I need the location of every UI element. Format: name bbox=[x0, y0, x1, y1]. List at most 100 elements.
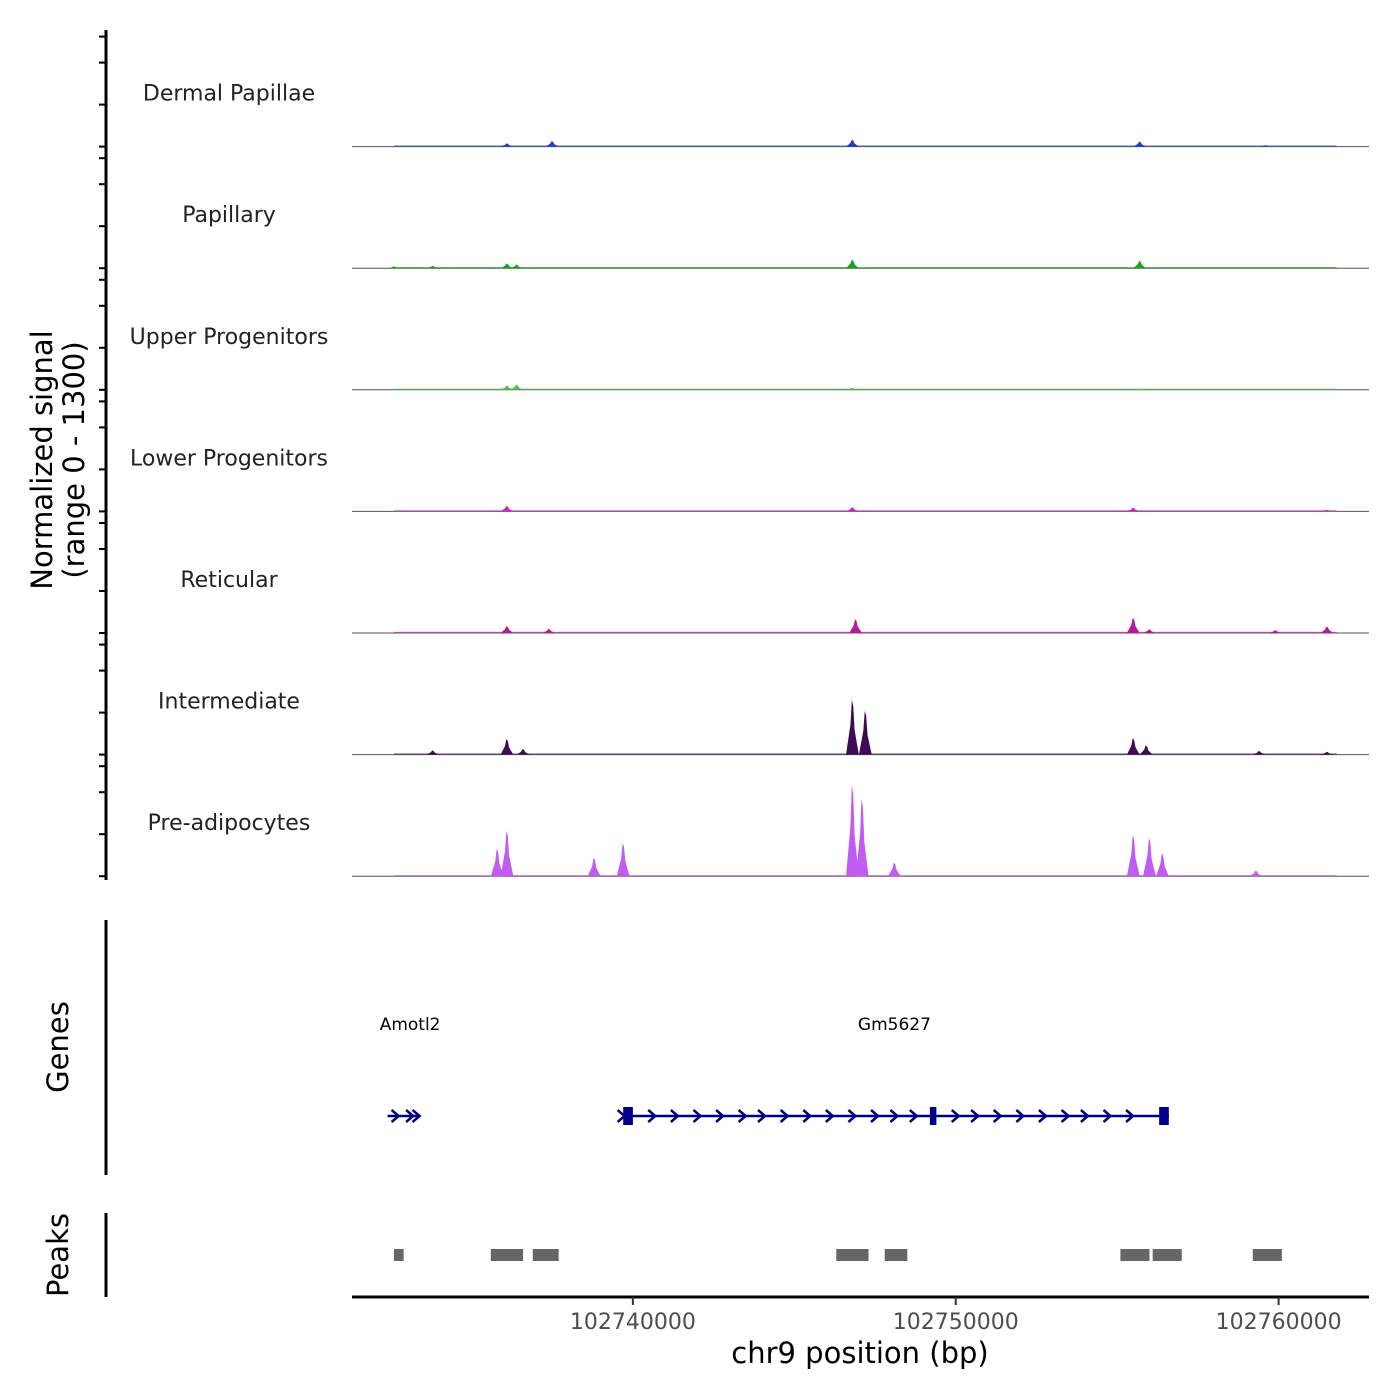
signal-peak bbox=[510, 384, 524, 390]
gene-label: Amotl2 bbox=[380, 1015, 441, 1035]
y-axis-title: Normalized signal bbox=[25, 330, 59, 589]
signal-peak bbox=[1259, 145, 1273, 147]
signal-floor bbox=[393, 145, 1337, 147]
strand-arrow bbox=[1060, 1109, 1071, 1123]
signal-peak bbox=[545, 141, 559, 147]
coverage-y-ticks bbox=[99, 35, 106, 878]
peak-region bbox=[884, 1249, 908, 1261]
signal-peak bbox=[888, 862, 901, 877]
signal-peak bbox=[846, 700, 859, 755]
signal-peak bbox=[490, 848, 504, 877]
signal-peak bbox=[1143, 629, 1156, 633]
signal-peak bbox=[846, 507, 859, 512]
strand-arrow bbox=[825, 1109, 835, 1123]
strand-arrow bbox=[779, 1109, 790, 1123]
peak-region bbox=[1152, 1249, 1182, 1261]
signal-peak bbox=[1320, 751, 1334, 755]
y-axis-title-group: Normalized signal (range 0 - 1300) bbox=[25, 330, 91, 589]
strand-arrow bbox=[715, 1109, 725, 1123]
strand-arrow bbox=[647, 1109, 658, 1123]
strand-arrow bbox=[1080, 1109, 1090, 1123]
signal-peak bbox=[587, 858, 601, 877]
track-upper-progenitors: Upper Progenitors bbox=[130, 325, 1369, 391]
signal-peak bbox=[1252, 750, 1266, 755]
signal-peak bbox=[846, 785, 859, 877]
exon bbox=[929, 1107, 937, 1125]
gene-amotl2: Amotl2 bbox=[380, 1015, 441, 1123]
strand-arrow bbox=[992, 1109, 1003, 1123]
signal-peak bbox=[855, 799, 869, 877]
x-axis-title: chr9 position (bp) bbox=[731, 1336, 988, 1370]
strand-arrow bbox=[411, 1109, 422, 1123]
x-tick-label: 102750000 bbox=[893, 1310, 1019, 1335]
peaks-track bbox=[393, 1249, 1282, 1261]
strand-arrow bbox=[692, 1109, 703, 1123]
strand-arrow bbox=[889, 1109, 900, 1123]
signal-peak bbox=[1139, 745, 1153, 755]
strand-arrow bbox=[670, 1109, 680, 1123]
genes-track-label: Genes bbox=[41, 1001, 75, 1093]
track-pre-adipocytes: Pre-adipocytes bbox=[148, 785, 1369, 877]
strand-arrow bbox=[970, 1109, 981, 1123]
signal-peak bbox=[1133, 388, 1147, 390]
track-dermal-papillae: Dermal Papillae bbox=[143, 82, 1369, 148]
track-label: Dermal Papillae bbox=[143, 82, 315, 107]
strand-arrow bbox=[1038, 1109, 1048, 1123]
strand-arrow bbox=[1102, 1109, 1113, 1123]
strand-arrow bbox=[757, 1109, 767, 1123]
strand-arrow bbox=[1015, 1109, 1026, 1123]
exon bbox=[623, 1107, 633, 1125]
x-tick-label: 102740000 bbox=[570, 1310, 696, 1335]
signal-peak bbox=[1249, 870, 1263, 877]
strand-arrow bbox=[737, 1109, 748, 1123]
signal-peak bbox=[500, 143, 514, 147]
signal-peak bbox=[1133, 260, 1147, 269]
strand-arrow bbox=[908, 1109, 919, 1123]
signal-peak bbox=[849, 619, 863, 633]
gene-label: Gm5627 bbox=[858, 1015, 931, 1035]
track-label: Papillary bbox=[182, 203, 276, 228]
signal-peak bbox=[516, 749, 530, 755]
signal-peak bbox=[1126, 618, 1140, 633]
signal-peak bbox=[500, 739, 514, 755]
signal-peak bbox=[426, 265, 440, 269]
strand-arrow bbox=[1125, 1109, 1136, 1123]
signal-peak bbox=[500, 385, 514, 390]
coverage-tracks: Dermal Papillae Papillary Upper Progenitor… bbox=[130, 82, 1369, 877]
signal-floor bbox=[393, 388, 1337, 390]
x-axis-ticks: 102740000 102750000 102760000 bbox=[570, 1297, 1342, 1335]
signal-peak bbox=[542, 628, 556, 633]
signal-peak bbox=[1126, 738, 1140, 755]
signal-peak bbox=[500, 830, 514, 877]
signal-peak bbox=[1320, 626, 1334, 633]
signal-peak bbox=[858, 711, 872, 755]
signal-peak bbox=[426, 750, 440, 755]
signal-peak bbox=[510, 264, 524, 269]
peak-region bbox=[1120, 1249, 1150, 1261]
signal-floor bbox=[393, 631, 1337, 633]
strand-arrow bbox=[802, 1109, 813, 1123]
x-tick-label: 102760000 bbox=[1216, 1310, 1342, 1335]
signal-peak bbox=[1133, 141, 1147, 147]
signal-peak bbox=[500, 263, 514, 269]
track-intermediate: Intermediate bbox=[158, 690, 1369, 756]
track-label: Reticular bbox=[180, 568, 278, 593]
y-axis-range: (range 0 - 1300) bbox=[57, 341, 91, 578]
signal-peak bbox=[846, 139, 859, 147]
signal-peak bbox=[387, 266, 401, 269]
genes-track: Amotl2 Gm5627 bbox=[380, 1015, 1169, 1125]
signal-peak bbox=[500, 626, 514, 633]
exon bbox=[1159, 1107, 1169, 1125]
signal-peak bbox=[1268, 630, 1282, 633]
track-lower-progenitors: Lower Progenitors bbox=[130, 446, 1369, 512]
signal-floor bbox=[393, 510, 1337, 512]
track-label: Intermediate bbox=[158, 690, 300, 715]
peak-region bbox=[532, 1249, 559, 1261]
strand-arrow bbox=[870, 1109, 880, 1123]
signal-peak bbox=[846, 259, 859, 269]
track-label: Upper Progenitors bbox=[130, 325, 329, 350]
signal-peak bbox=[500, 505, 514, 512]
peak-region bbox=[1252, 1249, 1282, 1261]
track-papillary: Papillary bbox=[182, 203, 1369, 269]
